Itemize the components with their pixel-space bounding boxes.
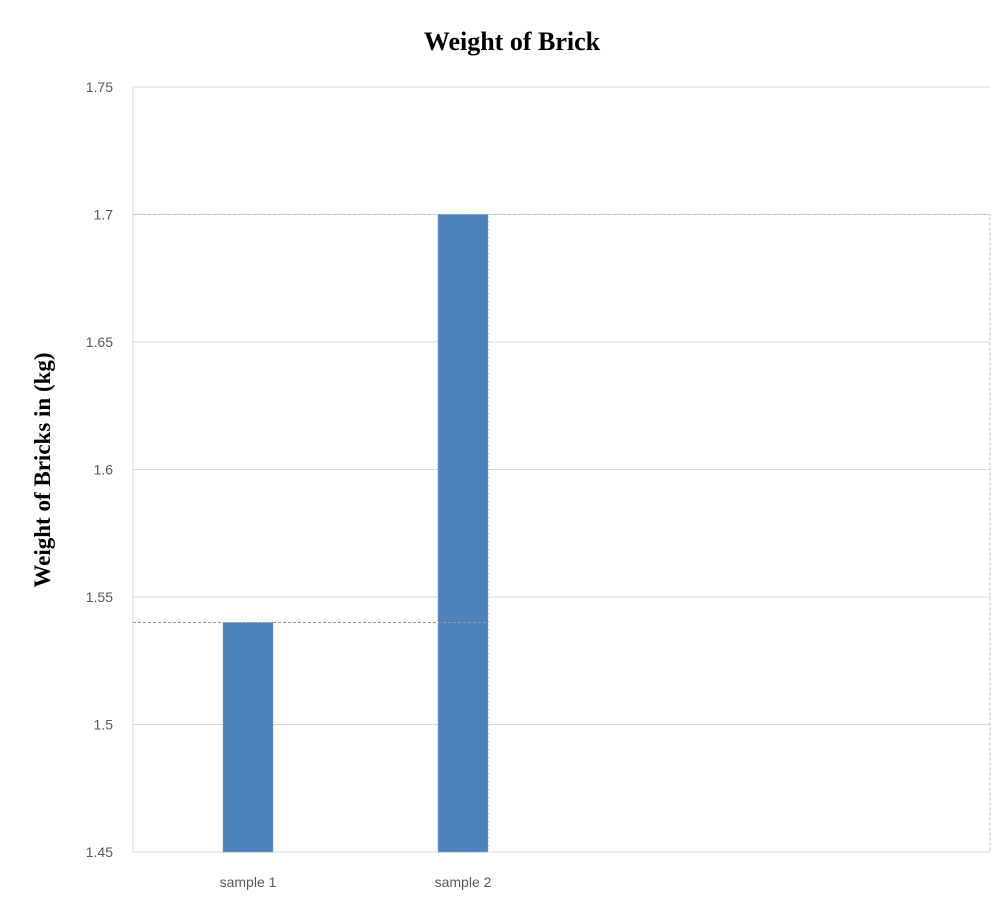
bars bbox=[133, 214, 489, 853]
plot-area-frame bbox=[132, 87, 991, 853]
y-tick-label: 1.45 bbox=[86, 844, 113, 860]
x-tick-labels: sample 1 sample 2 bbox=[220, 874, 492, 890]
y-tick-label: 1.65 bbox=[86, 334, 113, 350]
y-tick-label: 1.75 bbox=[86, 79, 113, 95]
y-axis-label: Weight of Bricks in (kg) bbox=[30, 352, 55, 587]
x-tick-label: sample 1 bbox=[220, 874, 277, 890]
bar bbox=[222, 622, 274, 853]
y-tick-label: 1.7 bbox=[94, 207, 114, 223]
x-tick-label: sample 2 bbox=[435, 874, 492, 890]
y-tick-label: 1.6 bbox=[94, 462, 114, 478]
y-tick-label: 1.55 bbox=[86, 589, 113, 605]
bar bbox=[437, 214, 489, 853]
y-tick-labels: 1.45 1.5 1.55 1.6 1.65 1.7 1.75 bbox=[86, 79, 113, 860]
chart-title: Weight of Brick bbox=[424, 27, 601, 56]
y-tick-label: 1.5 bbox=[94, 717, 114, 733]
